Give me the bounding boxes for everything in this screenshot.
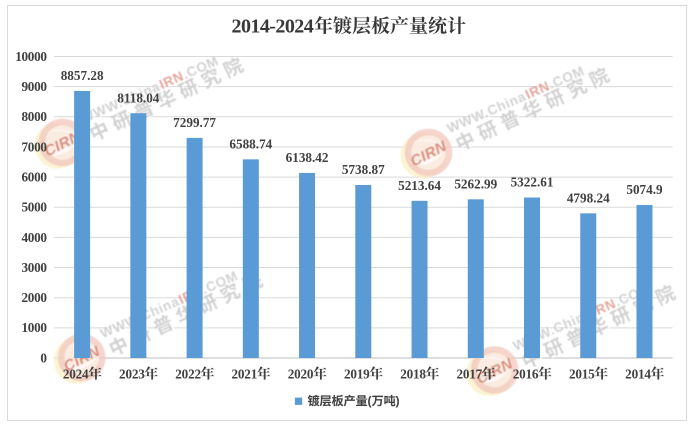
svg-text:5322.61: 5322.61: [511, 175, 554, 190]
svg-text:6588.74: 6588.74: [229, 137, 272, 152]
svg-text:2024: 2024: [63, 367, 89, 382]
svg-text:2014: 2014: [625, 367, 651, 382]
svg-text:5000: 5000: [22, 200, 48, 215]
svg-text:7000: 7000: [22, 139, 48, 154]
svg-text:5213.64: 5213.64: [398, 178, 441, 193]
svg-text:5074.9: 5074.9: [626, 182, 663, 197]
svg-text:2020: 2020: [288, 367, 314, 382]
svg-text:4798.24: 4798.24: [567, 191, 610, 206]
svg-text:2017: 2017: [456, 367, 482, 382]
svg-text:): ): [396, 394, 400, 408]
svg-text:5738.87: 5738.87: [342, 162, 385, 177]
svg-text:5262.99: 5262.99: [454, 177, 497, 192]
svg-text:6138.42: 6138.42: [286, 150, 329, 165]
svg-text:8118.04: 8118.04: [117, 90, 160, 105]
svg-text:2016: 2016: [513, 367, 539, 382]
svg-text:8857.28: 8857.28: [61, 68, 104, 83]
svg-text:3000: 3000: [22, 260, 48, 275]
svg-text:(: (: [368, 394, 373, 408]
svg-text:2015: 2015: [569, 367, 595, 382]
svg-text:8000: 8000: [22, 109, 48, 124]
svg-text:2022: 2022: [175, 367, 201, 382]
svg-text:2021: 2021: [232, 367, 258, 382]
svg-text:7299.77: 7299.77: [173, 115, 216, 130]
svg-text:10000: 10000: [15, 49, 47, 64]
svg-text:2000: 2000: [22, 290, 48, 305]
svg-text:2018: 2018: [400, 367, 426, 382]
svg-text:0: 0: [40, 350, 47, 365]
svg-text:6000: 6000: [22, 169, 48, 184]
svg-text:4000: 4000: [22, 230, 48, 245]
svg-text:2019: 2019: [344, 367, 370, 382]
svg-text:2014-2024: 2014-2024: [232, 16, 314, 38]
svg-text:2023: 2023: [119, 367, 145, 382]
svg-text:1000: 1000: [22, 320, 48, 335]
svg-text:9000: 9000: [22, 79, 48, 94]
